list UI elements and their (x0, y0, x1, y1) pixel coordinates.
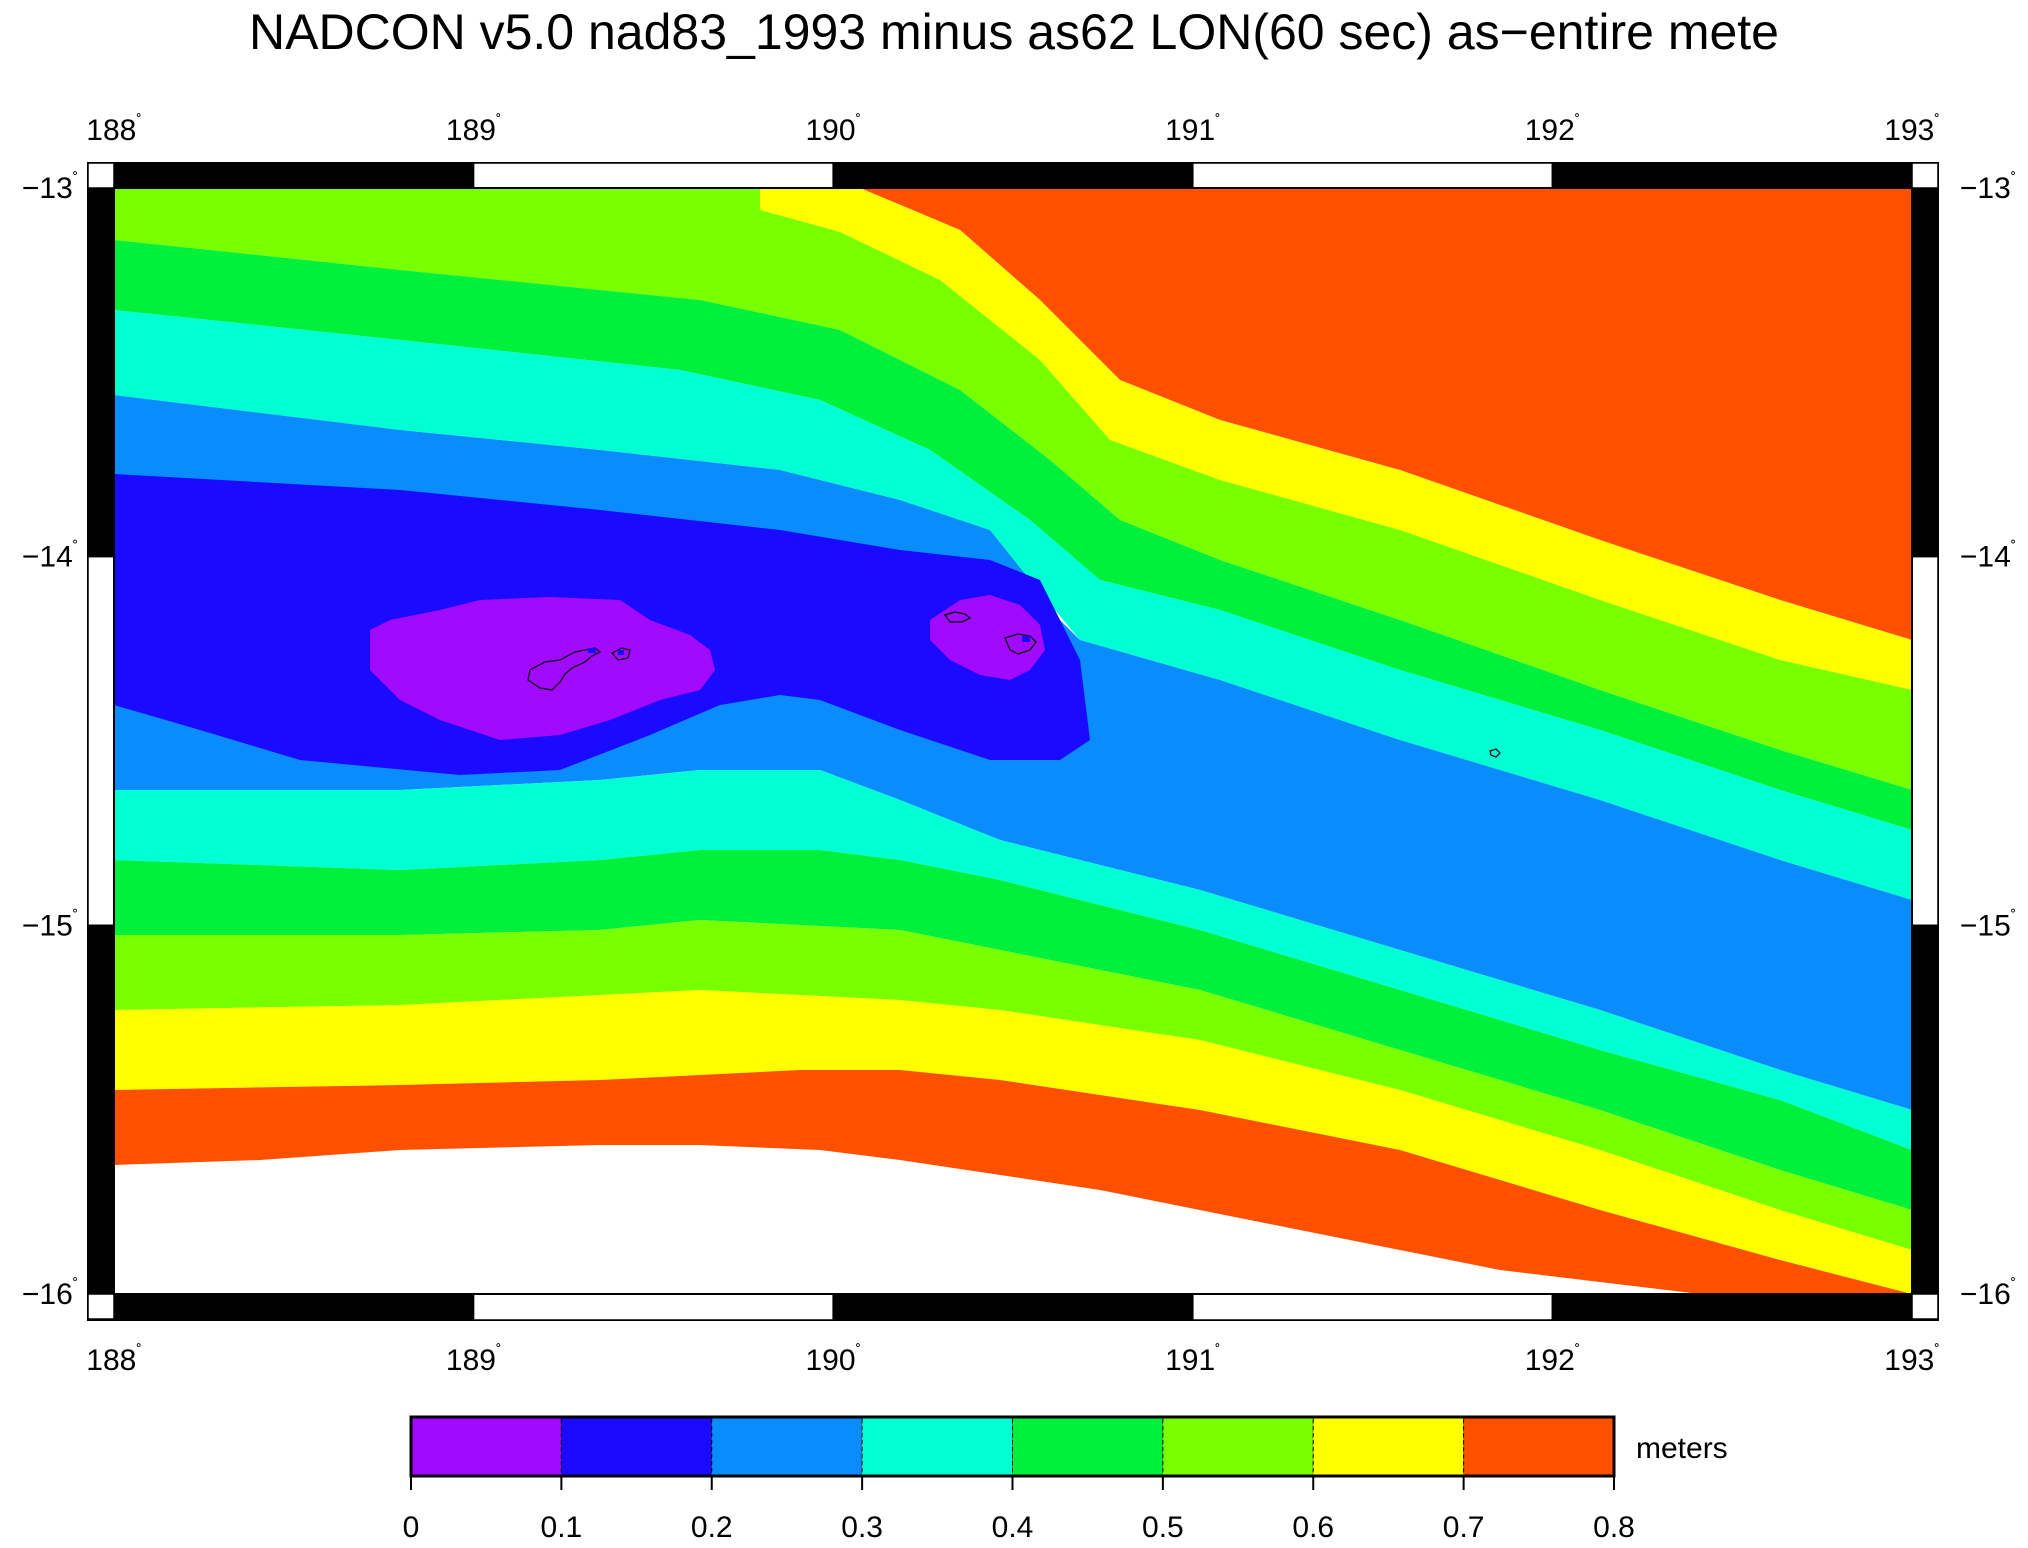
band-0.0-0.1-east (930, 595, 1045, 680)
lon-tick-label-bottom: 189˚ (446, 1343, 501, 1377)
aunuu-coastline (611, 647, 631, 661)
frame-right-segment (1911, 924, 1939, 1295)
lon-tick-label-top: 190˚ (806, 113, 861, 147)
frame-right-segment (1911, 555, 1939, 927)
colorbar-tick-label: 0.3 (841, 1511, 883, 1544)
frame-left-segment (87, 555, 115, 927)
frame-top-segment (1551, 162, 1913, 189)
colorbar-tick-label: 0.5 (1142, 1511, 1184, 1544)
band-0.6-0.7-north (114, 188, 1912, 690)
rose-atoll-coastline (1489, 748, 1501, 758)
manua-ofu-coastline (944, 611, 972, 623)
lat-tick-label-right: −15˚ (1960, 908, 2016, 942)
lon-tick-label-top: 189˚ (446, 113, 501, 147)
band-0.4-0.5-south (114, 850, 1912, 1210)
colorbar-swatch (711, 1416, 863, 1477)
lat-tick-label-left: −14˚ (22, 540, 78, 574)
lat-tick-label-left: −13˚ (22, 171, 78, 205)
colorbar-swatch (560, 1416, 713, 1477)
tick-labels: 188˚ 188˚ 189˚ 189˚ 190˚ 190˚ 191˚ 191˚ 192˚ 192˚… (22, 113, 2016, 1377)
lon-tick-label-bottom: 193˚ (1884, 1343, 1939, 1377)
colorbar-swatch (1463, 1416, 1615, 1477)
frame-corner (87, 162, 115, 189)
frame-corner (1911, 162, 1939, 189)
frame-left-segment (87, 924, 115, 1295)
tau-coastline (1004, 633, 1037, 655)
colorbar-tick-label: 0.2 (691, 1511, 733, 1544)
frame-corner (1911, 1293, 1939, 1320)
colorbar-tick-label: 0 (403, 1511, 420, 1544)
lon-tick-label-bottom: 188˚ (86, 1343, 141, 1377)
lon-tick-label-bottom: 190˚ (806, 1343, 861, 1377)
frame-bottom-segment (113, 1293, 475, 1321)
lat-tick-label-right: −14˚ (1960, 540, 2016, 574)
band-0.4-0.5-north (114, 188, 1912, 830)
band-0.5-0.6-north (114, 188, 1912, 790)
band-0.7-0.8-north (114, 188, 1912, 640)
island-highlights (588, 636, 1030, 655)
page-title: NADCON v5.0 nad83_1993 minus as62 LON(60… (249, 4, 1779, 60)
colorbar-swatch (1312, 1416, 1465, 1477)
frame-inner-border (113, 187, 1913, 1295)
frame-top-segment (832, 162, 1194, 189)
frame-top-segment (472, 162, 834, 189)
colorbar-tick-label: 0.6 (1292, 1511, 1334, 1544)
colorbar: 0 0.1 0.2 0.3 0.4 0.5 0.6 0.7 0.8 meters (403, 1415, 1728, 1544)
frame-bottom-segment (832, 1293, 1194, 1321)
colorbar-swatch (1162, 1416, 1314, 1477)
lon-tick-label-top: 193˚ (1884, 113, 1939, 147)
colorbar-swatch (410, 1416, 562, 1477)
lon-tick-label-bottom: 191˚ (1165, 1343, 1220, 1377)
island-coastlines (527, 611, 1501, 758)
frame-bottom-segment (1551, 1293, 1913, 1321)
band-0.3-0.4-south (114, 770, 1912, 1150)
aunuu-highlight (618, 650, 624, 655)
lat-tick-label-right: −16˚ (1960, 1277, 2016, 1311)
colorbar-swatch (1012, 1416, 1164, 1477)
lat-tick-label-left: −15˚ (22, 908, 78, 942)
contour-bands (114, 188, 1912, 1294)
colorbar-unit-label: meters (1636, 1432, 1728, 1465)
band-0.3-0.4-central (114, 310, 1912, 900)
colorbar-tick-label: 0.4 (992, 1511, 1034, 1544)
frame-left-segment (87, 187, 115, 558)
map-frame (87, 162, 1939, 1321)
tutuila-coastline (527, 647, 602, 691)
band-0.6-0.7-south (114, 990, 1912, 1294)
colorbar-tick-label: 0.1 (541, 1511, 583, 1544)
colorbar-tick-label: 0.7 (1443, 1511, 1485, 1544)
tau-highlight (1022, 636, 1030, 642)
lat-tick-label-left: −16˚ (22, 1277, 78, 1311)
lon-tick-label-bottom: 192˚ (1525, 1343, 1580, 1377)
frame-bottom-segment (1192, 1293, 1554, 1321)
frame-bottom-segment (472, 1293, 834, 1321)
colorbar-tick-label: 0.8 (1593, 1511, 1635, 1544)
lon-tick-label-top: 192˚ (1525, 113, 1580, 147)
frame-right-segment (1911, 187, 1939, 558)
tutuila-highlight (588, 648, 596, 653)
frame-top-segment (1192, 162, 1554, 189)
frame-top-segment (113, 162, 475, 189)
band-0.0-0.1-west (370, 597, 715, 740)
colorbar-swatch (861, 1416, 1013, 1477)
band-0.5-0.6-south (114, 920, 1912, 1250)
lon-tick-label-top: 191˚ (1165, 113, 1220, 147)
frame-corner (87, 1293, 115, 1320)
band-0.7-0.8-south (114, 1070, 1912, 1294)
lat-tick-label-right: −13˚ (1960, 171, 2016, 205)
lon-tick-label-top: 188˚ (86, 113, 141, 147)
